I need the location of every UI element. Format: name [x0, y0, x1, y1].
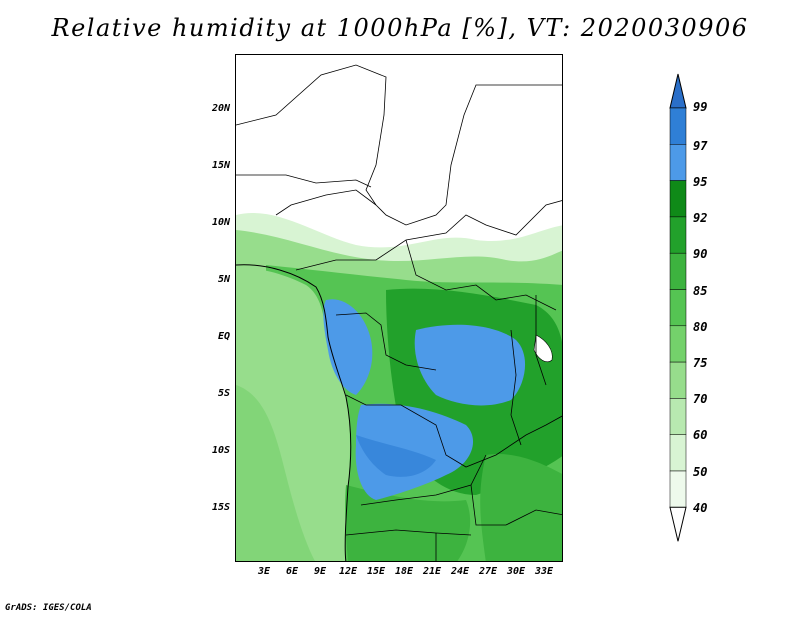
colorbar-swatch — [669, 325, 687, 363]
lon-tick-label: 33E — [534, 566, 554, 577]
colorbar-swatch — [669, 180, 687, 218]
lon-tick-label: 30E — [506, 566, 526, 577]
lon-tick-label: 3E — [257, 566, 271, 577]
lat-tick-label: EQ — [217, 331, 230, 342]
colorbar-label: 97 — [693, 139, 708, 153]
lake — [533, 334, 553, 363]
colorbar-swatch — [669, 144, 687, 181]
country-borders — [236, 64, 562, 561]
map-title: Relative humidity at 1000hPa [%], VT: 20… — [51, 14, 749, 42]
map-panel — [235, 54, 563, 562]
deep-wet-patch — [356, 435, 436, 477]
grads-credit: GrADS: IGES/COLA — [5, 603, 92, 613]
west-wet-patch — [323, 299, 373, 395]
coastline — [236, 264, 352, 561]
ocean-texture — [236, 385, 315, 561]
colorbar-swatch — [669, 398, 687, 435]
lat-tick-label: 5S — [217, 388, 230, 399]
colorbar-swatch — [669, 252, 687, 290]
lat-tick-label: 15N — [211, 160, 230, 171]
east-forest — [480, 454, 562, 561]
colorbar — [669, 73, 687, 542]
lon-tick-label: 9E — [313, 566, 327, 577]
lat-tick-label: 10N — [211, 217, 230, 228]
colorbar-swatch — [669, 107, 687, 145]
colorbar-label: 50 — [693, 465, 708, 479]
colorbar-swatch — [669, 434, 687, 472]
central-wet-patch — [414, 324, 526, 406]
lat-tick-label: 5N — [217, 274, 230, 285]
colorbar-label: 80 — [693, 320, 708, 334]
lat-tick-label: 20N — [211, 103, 230, 114]
colorbar-label: 92 — [693, 211, 708, 225]
colorbar-label: 99 — [693, 100, 708, 114]
colorbar-label: 85 — [693, 284, 708, 298]
colorbar-label: 75 — [693, 356, 708, 370]
colorbar-label: 70 — [693, 392, 708, 406]
lat-tick-label: 10S — [211, 445, 230, 456]
lon-tick-label: 24E — [450, 566, 470, 577]
lat-tick-label: 15S — [211, 502, 230, 513]
lon-tick-label: 12E — [338, 566, 358, 577]
colorbar-label: 90 — [693, 247, 708, 261]
colorbar-bottom-arrow — [669, 506, 687, 542]
humidity-map — [236, 55, 562, 561]
colorbar-top-arrow — [669, 73, 687, 109]
lon-tick-label: 15E — [366, 566, 386, 577]
lon-tick-label: 21E — [422, 566, 442, 577]
lon-tick-label: 18E — [394, 566, 414, 577]
colorbar-swatch — [669, 216, 687, 254]
colorbar-label: 40 — [693, 501, 708, 515]
colorbar-swatch — [669, 361, 687, 399]
colorbar-swatch — [669, 470, 687, 508]
south-forest — [345, 485, 471, 561]
lon-tick-label: 27E — [478, 566, 498, 577]
colorbar-label: 60 — [693, 428, 708, 442]
colorbar-label: 95 — [693, 175, 708, 189]
colorbar-swatch — [669, 289, 687, 327]
lon-tick-label: 6E — [285, 566, 299, 577]
